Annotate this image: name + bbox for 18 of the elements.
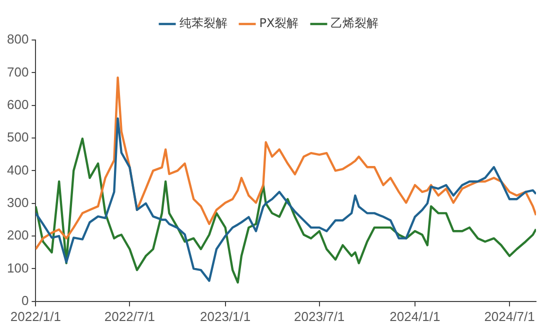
x-tick-label: 2023/1/1: [200, 308, 251, 324]
y-tick-label: 700: [6, 64, 29, 80]
y-tick-label: 500: [6, 130, 29, 145]
legend-label: 乙烯裂解: [330, 16, 379, 30]
y-tick-label: 100: [6, 260, 29, 276]
y-tick-label: 400: [6, 162, 29, 178]
x-tick-label: 2022/7/1: [104, 308, 156, 324]
y-tick-label: 200: [6, 228, 29, 243]
y-tick-label: 300: [6, 194, 29, 210]
x-tick-label: 2023/7/1: [294, 308, 345, 324]
x-tick-label: 2024/1/1: [390, 308, 440, 324]
y-tick-label: 800: [6, 32, 29, 47]
x-tick-label: 2022/1/1: [10, 308, 61, 324]
legend-label: PX裂解: [259, 16, 299, 30]
x-tick-label: 2024/7/1: [484, 308, 535, 324]
y-tick-label: 600: [6, 96, 29, 112]
legend-label: 纯苯裂解: [179, 16, 228, 30]
y-tick-label: 0: [21, 292, 29, 308]
